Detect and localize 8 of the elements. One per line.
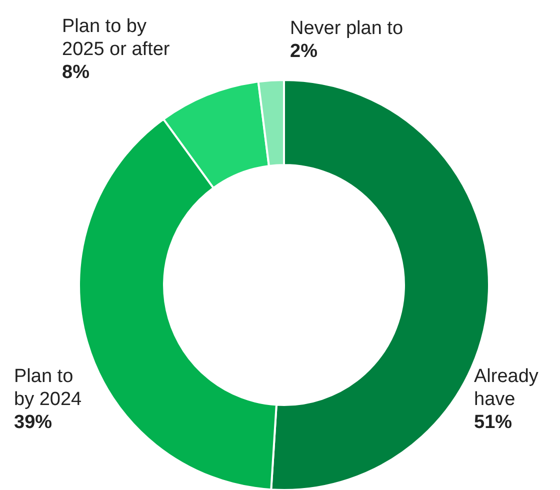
slice-label: Plan to by 2024 xyxy=(14,366,82,410)
data-label: 39% xyxy=(14,412,52,433)
data-label: 2% xyxy=(290,41,318,62)
data-label: 51% xyxy=(474,412,512,433)
slice-label: Never plan to xyxy=(290,18,404,39)
slice-label: Already have xyxy=(474,366,539,410)
slice-label: Plan to by 2025 or after xyxy=(62,16,170,60)
data-label: 8% xyxy=(62,62,90,83)
